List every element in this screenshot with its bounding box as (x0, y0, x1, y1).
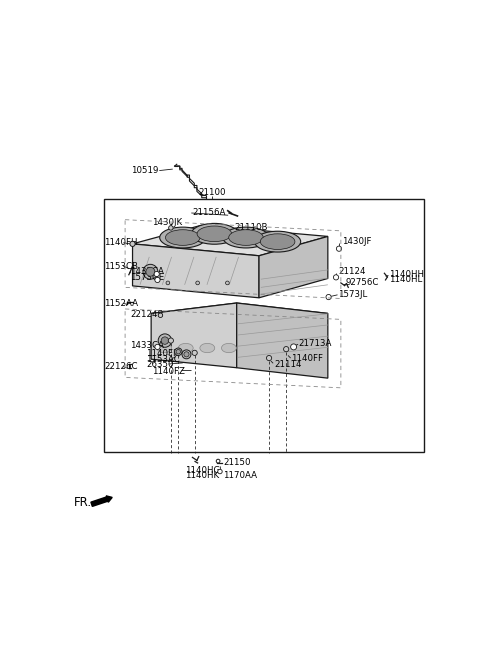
Text: 1573JL: 1573JL (338, 289, 368, 298)
Polygon shape (151, 303, 237, 368)
Text: 21110B: 21110B (234, 223, 267, 232)
Text: 21156A: 21156A (192, 209, 226, 218)
Circle shape (175, 348, 182, 356)
Ellipse shape (197, 226, 232, 241)
Circle shape (155, 344, 160, 350)
Text: 1140HK: 1140HK (185, 471, 219, 480)
Polygon shape (237, 303, 328, 378)
Circle shape (334, 275, 338, 280)
Circle shape (168, 226, 173, 230)
Circle shape (158, 313, 163, 318)
Circle shape (154, 272, 159, 277)
Text: 1153CB: 1153CB (104, 262, 138, 271)
Ellipse shape (223, 227, 269, 248)
Circle shape (336, 246, 342, 251)
Text: 26350: 26350 (146, 360, 174, 369)
Circle shape (182, 350, 191, 359)
Circle shape (158, 334, 172, 347)
Circle shape (196, 281, 200, 285)
Text: 1433CA: 1433CA (130, 341, 164, 350)
Circle shape (290, 344, 297, 350)
Ellipse shape (200, 343, 215, 353)
Text: 1140FH: 1140FH (104, 238, 137, 247)
Text: 21124: 21124 (338, 267, 366, 276)
Circle shape (192, 350, 197, 356)
Text: 1573GE: 1573GE (130, 273, 164, 282)
Ellipse shape (260, 234, 295, 249)
Circle shape (284, 346, 289, 352)
Text: 1430JK: 1430JK (152, 218, 182, 227)
Text: 1140HG: 1140HG (185, 466, 220, 474)
Text: 1430JF: 1430JF (342, 237, 372, 247)
Ellipse shape (160, 227, 206, 248)
Polygon shape (259, 236, 328, 298)
Circle shape (155, 277, 160, 283)
Text: 1140FF: 1140FF (291, 354, 324, 363)
Text: 1433CA: 1433CA (130, 267, 164, 276)
Circle shape (216, 459, 220, 463)
FancyArrow shape (91, 496, 112, 506)
Circle shape (266, 356, 272, 361)
Ellipse shape (228, 230, 264, 245)
Circle shape (161, 337, 168, 344)
Text: 1153AC: 1153AC (146, 355, 180, 363)
Text: 22126C: 22126C (104, 362, 137, 371)
Circle shape (184, 352, 189, 357)
Text: 1140HH: 1140HH (389, 270, 424, 279)
Text: 1170AA: 1170AA (223, 471, 257, 480)
Circle shape (168, 338, 173, 343)
Text: 21114: 21114 (274, 359, 301, 369)
Ellipse shape (157, 343, 172, 353)
Circle shape (176, 350, 180, 354)
Polygon shape (132, 225, 328, 256)
Ellipse shape (221, 343, 236, 353)
Ellipse shape (166, 230, 200, 245)
Circle shape (166, 281, 170, 285)
Text: 1140FH: 1140FH (146, 349, 180, 358)
Circle shape (130, 241, 135, 247)
Text: 1140HL: 1140HL (389, 276, 422, 285)
Text: 1140FZ: 1140FZ (152, 367, 185, 376)
Text: 1152AA: 1152AA (104, 299, 138, 308)
Text: FR.: FR. (74, 496, 92, 509)
Text: 21713A: 21713A (299, 338, 332, 348)
Ellipse shape (192, 224, 238, 244)
Circle shape (226, 281, 229, 285)
Circle shape (143, 264, 158, 279)
Circle shape (326, 295, 331, 300)
Polygon shape (151, 303, 328, 324)
Text: 92756C: 92756C (346, 278, 379, 287)
Text: 21100: 21100 (198, 188, 226, 197)
Text: 21150: 21150 (223, 458, 251, 467)
Polygon shape (132, 244, 259, 298)
Circle shape (218, 469, 222, 474)
Ellipse shape (178, 343, 193, 353)
Text: 22124B: 22124B (130, 310, 163, 319)
Text: 10519: 10519 (131, 166, 158, 175)
Circle shape (146, 267, 155, 276)
Ellipse shape (254, 231, 300, 252)
Bar (104, 199, 424, 452)
